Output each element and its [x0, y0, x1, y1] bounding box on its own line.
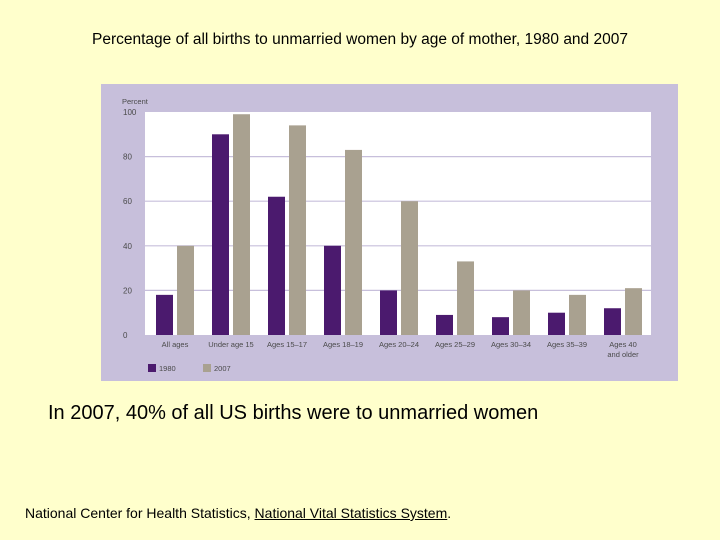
legend-swatch-1980 — [148, 364, 156, 372]
slide-caption: In 2007, 40% of all US births were to un… — [48, 402, 539, 424]
bar-2007-3 — [345, 149, 362, 335]
y-tick-label: 80 — [123, 153, 132, 162]
x-tick-label: Ages 25–29 — [435, 340, 475, 349]
slide-title: Percentage of all births to unmarried wo… — [92, 31, 628, 48]
bar-1980-4 — [380, 290, 397, 335]
source-end: . — [447, 505, 452, 521]
bar-1980-7 — [548, 312, 565, 335]
legend-label-1980: 1980 — [159, 364, 176, 373]
bar-1980-3 — [324, 245, 341, 335]
bar-2007-5 — [457, 261, 474, 335]
x-tick-label: Ages 18–19 — [323, 340, 363, 349]
bar-2007-7 — [569, 294, 586, 335]
bar-2007-1 — [233, 114, 250, 335]
legend-swatch-2007 — [203, 364, 211, 372]
bar-1980-2 — [268, 196, 285, 335]
source-note: National Center for Health Statistics, N… — [25, 505, 451, 521]
bar-2007-6 — [513, 290, 530, 335]
y-tick-label: 40 — [123, 242, 132, 251]
bar-2007-8 — [625, 288, 642, 335]
bar-1980-5 — [436, 314, 453, 335]
bar-2007-4 — [401, 201, 418, 335]
bar-1980-8 — [604, 308, 621, 335]
plot-area — [145, 112, 651, 335]
y-axis-label: Percent — [122, 97, 149, 106]
y-tick-label: 20 — [123, 286, 132, 295]
bar-2007-0 — [177, 245, 194, 335]
x-tick-label: Ages 20–24 — [379, 340, 419, 349]
x-tick-label: Ages 15–17 — [267, 340, 307, 349]
y-tick-label: 0 — [123, 331, 128, 340]
bar-1980-0 — [156, 294, 173, 335]
x-tick-label: Ages 40 — [609, 340, 637, 349]
bar-1980-1 — [212, 134, 229, 335]
y-tick-label: 100 — [123, 108, 137, 117]
source-text: National Center for Health Statistics, — [25, 505, 255, 521]
source-link[interactable]: National Vital Statistics System — [254, 505, 448, 521]
legend-label-2007: 2007 — [214, 364, 231, 373]
x-tick-label: Ages 30–34 — [491, 340, 531, 349]
x-tick-label: Under age 15 — [208, 340, 253, 349]
x-tick-label: All ages — [162, 340, 189, 349]
y-tick-label: 60 — [123, 197, 132, 206]
bar-1980-6 — [492, 317, 509, 335]
bar-2007-2 — [289, 125, 306, 335]
x-tick-label: and older — [607, 350, 639, 359]
x-tick-label: Ages 35–39 — [547, 340, 587, 349]
